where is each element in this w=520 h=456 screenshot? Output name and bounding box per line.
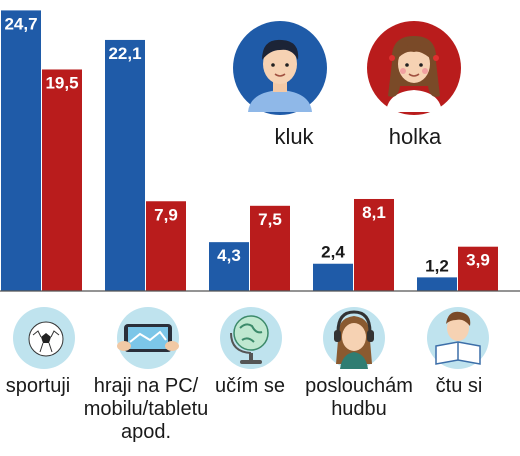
girl-avatar-icon [367, 21, 461, 115]
soccer-ball-icon [13, 307, 75, 369]
boy-avatar-icon [233, 21, 327, 115]
value-label-holka-sportuji: 19,5 [45, 73, 78, 92]
bar-holka-hraji [146, 201, 186, 291]
value-label-kluk-hraji: 22,1 [108, 44, 141, 63]
category-label-ucim-se: učím se [215, 375, 285, 397]
headphones-girl-icon [323, 307, 385, 369]
bar-kluk-ctu-si [417, 277, 457, 291]
reading-boy-icon [427, 307, 489, 369]
bar-kluk-sportuji [1, 10, 41, 292]
value-label-kluk-sportuji: 24,7 [4, 14, 37, 33]
category-labels: sportuji hraji na PC/mobilu/tabletu apod. u… [6, 375, 483, 443]
legend-label-holka: holka [389, 124, 442, 149]
value-label-kluk-ucim-se: 4,3 [217, 246, 241, 265]
value-label-kluk-ctu-si: 1,2 [425, 256, 449, 275]
bars-layer: 24,7 22,1 4,3 2,4 1,2 19,5 7,9 7,5 8,1 3,9 [1, 10, 498, 292]
legend-item-holka: holka [367, 21, 461, 149]
bar-holka-ctu-si [458, 246, 498, 291]
bar-holka-sportuji [42, 69, 82, 291]
value-label-holka-hraji: 7,9 [154, 205, 178, 224]
bar-holka-ucim-se [250, 205, 290, 291]
category-icons [13, 307, 489, 369]
value-label-holka-ctu-si: 3,9 [466, 251, 490, 270]
category-label-hraji: hraji na PC/mobilu/tabletu apod. [84, 375, 209, 443]
tablet-gaming-icon [117, 307, 179, 369]
legend: kluk holka [233, 21, 461, 149]
bar-kluk-ucim-se [209, 242, 249, 291]
bar-kluk-poslouchu [313, 263, 353, 291]
value-label-holka-ucim-se: 7,5 [258, 210, 282, 229]
value-label-holka-poslouchu: 8,1 [362, 203, 386, 222]
category-label-poslouchu: poslouchám hudbu [305, 375, 413, 420]
legend-item-kluk: kluk [233, 21, 327, 149]
category-label-sportuji: sportuji [6, 375, 70, 397]
bar-kluk-hraji [105, 39, 145, 291]
legend-label-kluk: kluk [274, 124, 314, 149]
category-label-ctu-si: čtu si [436, 375, 483, 397]
value-label-kluk-poslouchu: 2,4 [321, 243, 345, 262]
bar-holka-poslouchu [354, 198, 394, 291]
globe-icon [220, 307, 282, 369]
